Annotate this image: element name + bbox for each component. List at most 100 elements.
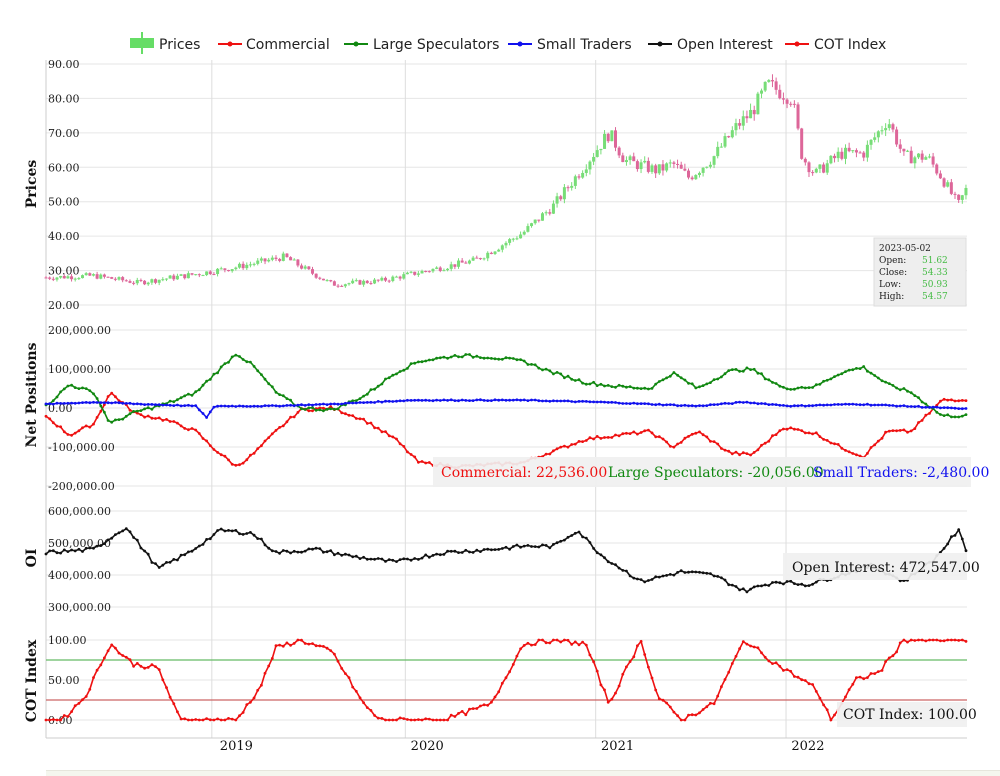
large-speculators-point (99, 404, 103, 408)
commercial-point (146, 414, 150, 418)
price-candle (676, 163, 680, 165)
small-traders-point (935, 405, 939, 409)
small-traders-point (59, 402, 62, 405)
large-speculators-point (749, 368, 752, 371)
small-traders-point (603, 400, 606, 404)
large-speculators-point (406, 367, 409, 370)
small-traders-point (475, 398, 479, 402)
price-candle (672, 162, 676, 164)
commercial-point (734, 450, 738, 454)
legend-item-cot-index[interactable]: COT Index (785, 37, 886, 53)
open-interest-point (446, 549, 449, 553)
open-interest-point (515, 543, 519, 547)
legend-item-small-traders[interactable]: Small Traders (508, 37, 632, 53)
small-traders-point (690, 404, 694, 408)
small-traders-point (135, 402, 139, 406)
cot-index-point (789, 669, 793, 673)
large-speculators-point (563, 376, 566, 380)
commercial-point (603, 436, 606, 439)
small-traders-point (913, 405, 917, 408)
price-candle (577, 176, 581, 178)
commercial-point (278, 426, 281, 429)
cot-index-point (822, 703, 825, 707)
small-traders-point (869, 403, 873, 407)
price-candle (230, 269, 234, 272)
commercial-point (59, 425, 62, 429)
open-interest-point (960, 537, 964, 541)
cot-index-point (168, 695, 172, 699)
open-interest-point (227, 529, 230, 532)
tooltip-close-value: 54.33 (922, 268, 948, 278)
cot-index-point (409, 718, 413, 722)
price-candle (278, 258, 282, 261)
price-candle (161, 279, 165, 281)
price-candle (431, 268, 435, 272)
small-traders-point (274, 404, 278, 408)
small-traders-point (866, 402, 869, 406)
open-interest-point (573, 531, 577, 535)
open-interest-point (369, 557, 373, 561)
small-traders-point (906, 405, 909, 408)
commercial-point (782, 427, 785, 431)
open-interest-point (599, 553, 603, 557)
cot-index-point (384, 718, 387, 722)
commercial-point (913, 427, 917, 430)
large-speculators-point (391, 373, 395, 377)
small-traders-point (730, 402, 734, 405)
small-traders-point (51, 402, 55, 406)
small-traders-point (793, 404, 796, 408)
commercial-point (825, 439, 829, 442)
cot-index-point (603, 688, 606, 692)
large-speculators-point (238, 355, 241, 358)
large-speculators-point (187, 392, 190, 396)
cot-index-point (891, 654, 895, 658)
commercial-point (957, 399, 961, 403)
open-interest-point (88, 546, 92, 550)
open-interest-point (712, 574, 716, 578)
open-interest-point (508, 547, 511, 551)
small-traders-point (887, 404, 891, 407)
large-speculators-point (741, 369, 745, 373)
price-candle (957, 194, 961, 200)
small-traders-point (647, 402, 650, 406)
price-candle (613, 130, 617, 148)
price-candle (413, 271, 417, 275)
commercial-point (150, 416, 154, 420)
commercial-point (650, 431, 654, 435)
price-candle (416, 273, 420, 275)
price-candle (705, 166, 709, 168)
large-speculators-point (661, 378, 665, 382)
large-speculators-point (413, 361, 417, 365)
cot-index-axis-label: COT Index (24, 639, 40, 722)
small-traders-point (767, 403, 771, 406)
legend-item-commercial[interactable]: Commercial (218, 37, 330, 53)
price-candle (146, 282, 150, 285)
cot-index-point (391, 718, 395, 722)
small-traders-point (358, 401, 362, 404)
large-speculators-point (106, 419, 110, 422)
price-candle (442, 270, 446, 272)
commercial-point (847, 450, 851, 454)
legend-item-prices[interactable]: Prices (130, 32, 200, 54)
large-speculators-point (230, 355, 234, 359)
legend-item-large-speculators[interactable]: Large Speculators (344, 37, 499, 53)
price-candle (55, 277, 59, 280)
open-interest-point (946, 542, 950, 546)
commercial-point (252, 451, 256, 455)
price-candle (953, 193, 957, 195)
price-candle (701, 167, 705, 173)
large-speculators-point (595, 384, 599, 387)
small-traders-point (738, 400, 741, 404)
legend[interactable]: Prices Commercial Large Speculators Smal… (130, 32, 886, 54)
price-candle (223, 268, 227, 270)
legend-item-open-interest[interactable]: Open Interest (648, 37, 773, 53)
small-traders-point (132, 402, 136, 406)
small-traders-point (500, 398, 504, 402)
cot-index-point (292, 642, 296, 645)
open-interest-point (281, 549, 285, 552)
commercial-point (738, 453, 741, 457)
price-candle (913, 157, 917, 164)
open-interest-point (59, 551, 62, 555)
price-candle (237, 263, 241, 268)
large-speculators-point (398, 370, 402, 373)
